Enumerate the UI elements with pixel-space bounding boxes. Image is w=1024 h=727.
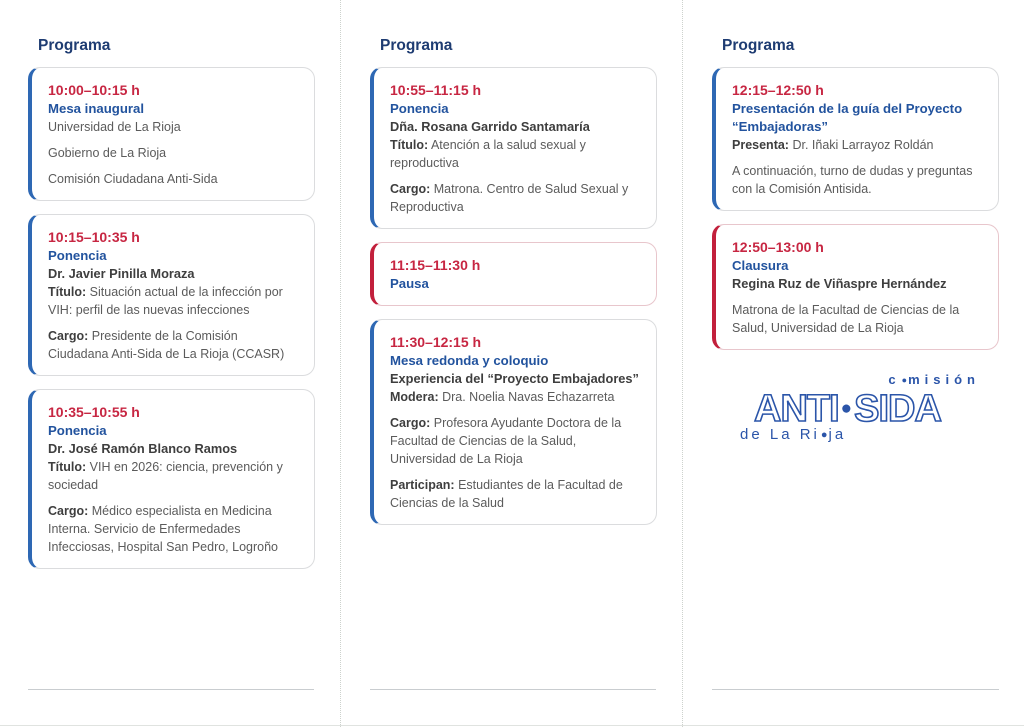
session-time: 10:15–10:35 h	[48, 229, 140, 245]
session-title: Pausa	[390, 276, 429, 291]
session-body: Comisión Ciudadana Anti-Sida	[48, 172, 218, 186]
logo-text-fragment: misión	[908, 372, 980, 387]
session-time: 11:30–12:15 h	[390, 334, 482, 350]
field-label: Título:	[390, 138, 429, 152]
session-title: Ponencia	[390, 101, 449, 116]
session-body: Presenta: Dr. Iñaki Larrayoz Roldán	[732, 138, 934, 152]
fold-separator-left	[340, 0, 341, 727]
session-time: 11:15–11:30 h	[390, 257, 481, 273]
logo-dot-icon: ●	[820, 429, 828, 441]
field-label: Cargo:	[48, 329, 89, 343]
column-title: Programa	[38, 37, 111, 54]
session-body: A continuación, turno de dudas y pregunt…	[732, 164, 973, 196]
column-title: Programa	[380, 37, 453, 54]
session-name: Dr. José Ramón Blanco Ramos	[48, 441, 238, 456]
field-label: Modera:	[390, 390, 439, 404]
session-body: Título: VIH en 2026: ciencia, prevención…	[48, 460, 283, 492]
fold-separator-right	[682, 0, 683, 727]
logo-text-fragment: de La Ri	[740, 426, 820, 443]
logo-comision-text: c●misión	[740, 372, 982, 388]
footer-rule	[28, 689, 314, 690]
footer-rule	[712, 689, 999, 690]
session-body: Cargo: Matrona. Centro de Salud Sexual y…	[390, 182, 629, 214]
session-time: 10:35–10:55 h	[48, 404, 140, 420]
logo-dot-icon: ●	[901, 375, 908, 385]
session-body: Universidad de La Rioja	[48, 120, 181, 134]
session-name: Dr. Javier Pinilla Moraza	[48, 266, 195, 281]
session-title: Ponencia	[48, 248, 107, 263]
session-card: 11:15–11:30 h Pausa	[370, 242, 657, 306]
session-time: 12:50–13:00 h	[732, 239, 824, 255]
program-column: Programa 10:00–10:15 h Mesa inaugural Unive…	[28, 36, 315, 582]
session-body: Cargo: Presidente de la Comisión Ciudada…	[48, 329, 285, 361]
logo-subtext: de La Ri●ja	[740, 426, 982, 444]
antisida-logo: c●misión ANTI ●SIDA de La Ri●ja	[740, 372, 982, 444]
field-label: Presenta:	[732, 138, 789, 152]
session-card: 12:15–12:50 h Presentación de la guía del…	[712, 67, 999, 211]
session-name: Experiencia del “Proyecto Embajadores”	[390, 371, 639, 386]
session-title: Mesa redonda y coloquio	[390, 353, 549, 368]
logo-text-fragment: SIDA	[853, 388, 942, 430]
session-card: 10:00–10:15 h Mesa inaugural Universidad d…	[28, 67, 315, 201]
field-label: Cargo:	[390, 416, 431, 430]
logo-text-fragment: ja	[828, 426, 847, 443]
session-name: Regina Ruz de Viñaspre Hernández	[732, 276, 947, 291]
session-title: Ponencia	[48, 423, 107, 438]
session-card: 10:35–10:55 h Ponencia Dr. José Ramón Blan…	[28, 389, 315, 569]
logo-text-fragment: c	[888, 372, 901, 387]
session-body: Cargo: Médico especialista en Medicina I…	[48, 504, 278, 554]
session-title: Clausura	[732, 258, 789, 273]
session-body: Título: Situación actual de la infección…	[48, 285, 283, 317]
logo-main-text: ANTI ●SIDA	[740, 388, 982, 430]
session-time: 10:00–10:15 h	[48, 82, 140, 98]
session-body: Modera: Dra. Noelia Navas Echazarreta	[390, 390, 615, 404]
page-bottom-edge	[0, 725, 1024, 726]
field-label: Cargo:	[390, 182, 431, 196]
logo-dot-icon: ●	[840, 398, 853, 419]
column-title: Programa	[722, 37, 795, 54]
session-body: Título: Atención a la salud sexual y rep…	[390, 138, 586, 170]
program-column: Programa 12:15–12:50 h Presentación de la …	[712, 36, 999, 363]
session-body: Matrona de la Facultad de Ciencias de la…	[732, 303, 960, 335]
field-label: Título:	[48, 460, 87, 474]
field-label: Participan:	[390, 478, 455, 492]
session-name: Dña. Rosana Garrido Santamaría	[390, 119, 590, 134]
logo-text-fragment: ANTI	[753, 388, 840, 430]
session-card: 12:50–13:00 h Clausura Regina Ruz de Viñas…	[712, 224, 999, 350]
session-body: Gobierno de La Rioja	[48, 146, 167, 160]
session-body: Cargo: Profesora Ayudante Doctora de la …	[390, 416, 622, 466]
program-column: Programa 10:55–11:15 h Ponencia Dña. Rosana…	[370, 36, 657, 538]
session-title: Presentación de la guía del Proyecto “Em…	[732, 101, 963, 134]
footer-rule	[370, 689, 656, 690]
field-label: Título:	[48, 285, 87, 299]
session-card: 10:55–11:15 h Ponencia Dña. Rosana Garrido…	[370, 67, 657, 229]
session-card: 10:15–10:35 h Ponencia Dr. Javier Pinilla …	[28, 214, 315, 376]
session-card: 11:30–12:15 h Mesa redonda y coloquio Expe…	[370, 319, 657, 525]
session-title: Mesa inaugural	[48, 101, 145, 116]
session-body: Participan: Estudiantes de la Facultad d…	[390, 478, 623, 510]
session-time: 12:15–12:50 h	[732, 82, 824, 98]
field-label: Cargo:	[48, 504, 89, 518]
session-time: 10:55–11:15 h	[390, 82, 482, 98]
